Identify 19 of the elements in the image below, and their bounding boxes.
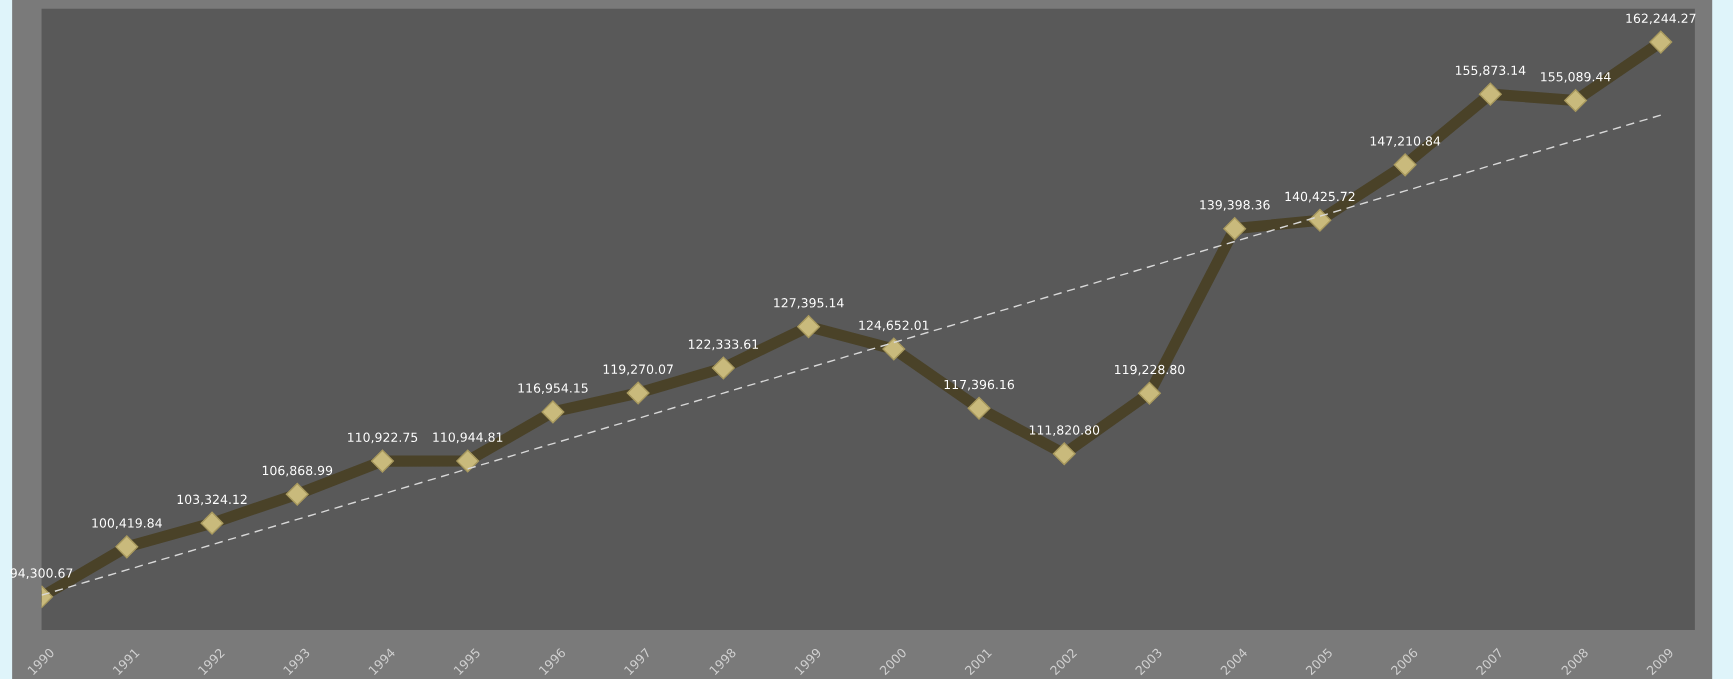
data-label: 110,944.81 — [433, 432, 503, 444]
data-label: 100,419.84 — [92, 518, 162, 530]
data-label: 103,324.12 — [177, 494, 247, 506]
data-label: 155,089.44 — [1541, 71, 1611, 83]
data-label: 162,244.27 — [1626, 13, 1696, 25]
data-label: 147,210.84 — [1370, 136, 1441, 148]
data-label: 122,333.61 — [688, 339, 758, 351]
data-label: 124,652.01 — [859, 320, 929, 332]
data-label: 119,270.07 — [603, 364, 673, 376]
data-label: 139,398.36 — [1200, 200, 1270, 211]
data-label: 106,868.99 — [262, 465, 333, 477]
data-label: 155,873.14 — [1455, 65, 1526, 77]
data-label: 111,820.80 — [1029, 425, 1100, 436]
data-label: 127,395.14 — [774, 298, 844, 309]
data-label: 119,228.80 — [1115, 364, 1185, 376]
data-label: 117,396.16 — [944, 379, 1015, 391]
data-label: 140,425.72 — [1285, 191, 1355, 203]
data-label: 110,922.75 — [348, 432, 418, 444]
data-label: 116,954.15 — [518, 383, 588, 395]
